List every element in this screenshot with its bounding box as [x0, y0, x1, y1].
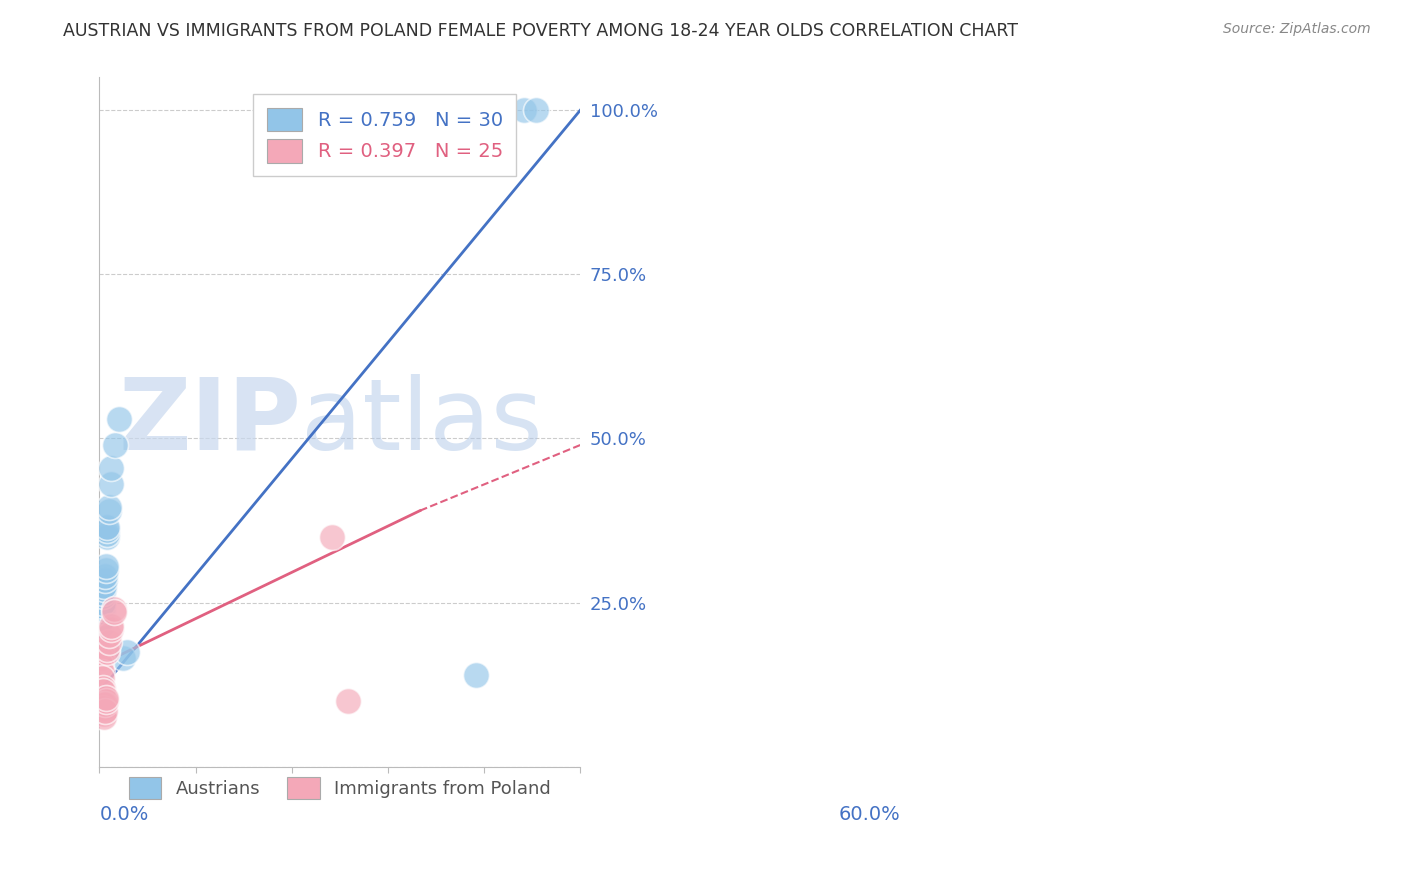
Point [91, 606, 114, 620]
Point [96, 641, 118, 656]
Point [96, 530, 118, 544]
Point [96, 526, 118, 541]
Point [305, 103, 328, 118]
Point [513, 103, 536, 118]
Point [93, 582, 115, 597]
Point [90, 657, 112, 672]
Point [98, 628, 121, 642]
Point [93, 707, 115, 722]
Point [524, 103, 547, 118]
Point [336, 694, 359, 708]
Point [93, 596, 115, 610]
Point [96, 645, 118, 659]
Point [112, 651, 135, 665]
Point [103, 602, 125, 616]
Point [94, 698, 117, 712]
Point [96, 520, 118, 534]
Point [93, 700, 115, 714]
Point [94, 573, 117, 587]
Point [633, 103, 655, 118]
Point [93, 589, 115, 603]
Point [94, 559, 117, 574]
Point [93, 579, 115, 593]
Point [91, 681, 114, 695]
Point [100, 477, 122, 491]
Point [104, 438, 127, 452]
Legend: Austrians, Immigrants from Poland: Austrians, Immigrants from Poland [121, 770, 558, 806]
Text: AUSTRIAN VS IMMIGRANTS FROM POLAND FEMALE POVERTY AMONG 18-24 YEAR OLDS CORRELAT: AUSTRIAN VS IMMIGRANTS FROM POLAND FEMAL… [63, 22, 1018, 40]
Point [94, 694, 117, 708]
Text: 0.0%: 0.0% [100, 805, 149, 823]
Text: atlas: atlas [301, 374, 543, 471]
Point [98, 635, 121, 649]
Point [316, 103, 339, 118]
Point [93, 698, 115, 712]
Point [465, 668, 488, 682]
Point [94, 563, 117, 577]
Point [108, 411, 131, 425]
Point [90, 665, 112, 679]
Point [91, 684, 114, 698]
Point [98, 500, 121, 515]
Text: ZIP: ZIP [118, 374, 301, 471]
Point [321, 530, 343, 544]
Point [100, 461, 122, 475]
Text: 60.0%: 60.0% [839, 805, 901, 823]
Point [117, 645, 139, 659]
Point [94, 569, 117, 583]
Point [90, 645, 112, 659]
Point [90, 671, 112, 685]
Point [91, 602, 114, 616]
Point [90, 612, 112, 626]
Text: Source: ZipAtlas.com: Source: ZipAtlas.com [1223, 22, 1371, 37]
Point [93, 710, 115, 724]
Point [96, 524, 118, 538]
Point [103, 606, 125, 620]
Point [90, 651, 112, 665]
Point [93, 586, 115, 600]
Point [90, 618, 112, 632]
Point [94, 704, 117, 718]
Point [90, 615, 112, 630]
Point [94, 690, 117, 705]
Point [98, 504, 121, 518]
Point [100, 622, 122, 636]
Point [91, 599, 114, 613]
Point [100, 618, 122, 632]
